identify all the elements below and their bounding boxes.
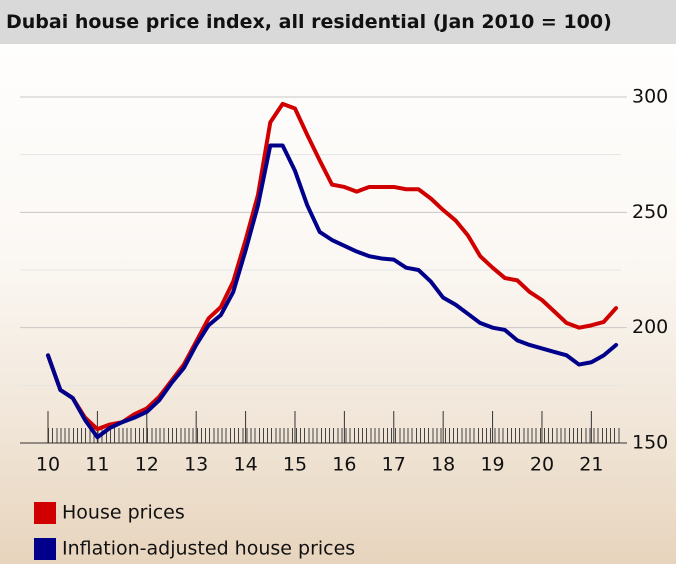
x-tick-label: 18: [431, 454, 455, 476]
x-tick-label: 19: [480, 454, 504, 476]
legend-swatch: [34, 502, 56, 524]
y-tick-label: 200: [632, 316, 668, 338]
x-tick-label: 13: [184, 454, 208, 476]
x-tick-label: 14: [233, 454, 257, 476]
chart-title: Dubai house price index, all residential…: [0, 0, 676, 44]
x-tick-label: 15: [283, 454, 307, 476]
x-tick-label: 21: [579, 454, 603, 476]
x-tick-label: 12: [135, 454, 159, 476]
x-tick-label: 11: [85, 454, 109, 476]
y-tick-label: 150: [632, 432, 668, 454]
series-line: [46, 143, 619, 440]
x-minor-ticks: [48, 428, 621, 443]
y-tick-label: 300: [632, 86, 668, 108]
y-tick-label: 250: [632, 201, 668, 223]
x-tick-label: 10: [36, 454, 60, 476]
legend-label: Inflation-adjusted house prices: [62, 538, 355, 560]
x-tick-label: 16: [332, 454, 356, 476]
series-line: [46, 101, 619, 432]
legend-label: House prices: [62, 502, 185, 524]
x-tick-label: 17: [382, 454, 406, 476]
x-tick-label: 20: [530, 454, 554, 476]
legend-swatch: [34, 538, 56, 560]
